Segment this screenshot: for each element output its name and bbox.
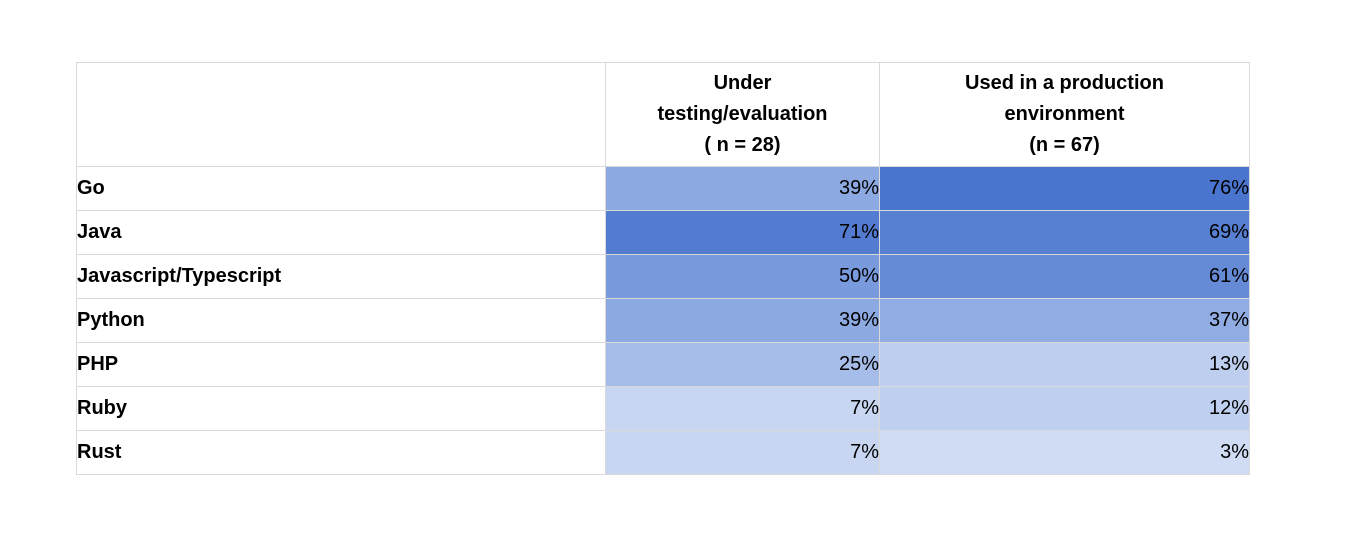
language-usage-table: Under testing/evaluation ( n = 28) Used … [76,62,1250,475]
table-row-javascript-typescript: Javascript/Typescript 50% 61% [76,254,1250,299]
row-label-php: PHP [76,342,606,387]
row-label-java: Java [76,210,606,255]
cell-go-testing: 39% [605,166,880,211]
cell-python-production: 37% [879,298,1250,343]
cell-java-testing: 71% [605,210,880,255]
cell-rust-testing: 7% [605,430,880,475]
header-row: Under testing/evaluation ( n = 28) Used … [76,62,1250,167]
column-header-production: Used in a production environment (n = 67… [879,62,1250,167]
cell-ruby-testing: 7% [605,386,880,431]
cell-javascript-typescript-production: 61% [879,254,1250,299]
row-label-go: Go [76,166,606,211]
table-row-ruby: Ruby 7% 12% [76,386,1250,431]
cell-go-production: 76% [879,166,1250,211]
row-label-ruby: Ruby [76,386,606,431]
cell-rust-production: 3% [879,430,1250,475]
cell-php-production: 13% [879,342,1250,387]
cell-python-testing: 39% [605,298,880,343]
cell-php-testing: 25% [605,342,880,387]
table-row-rust: Rust 7% 3% [76,430,1250,475]
row-label-rust: Rust [76,430,606,475]
corner-cell [76,62,606,167]
table-row-php: PHP 25% 13% [76,342,1250,387]
table-row-python: Python 39% 37% [76,298,1250,343]
row-label-javascript-typescript: Javascript/Typescript [76,254,606,299]
table-row-java: Java 71% 69% [76,210,1250,255]
row-label-python: Python [76,298,606,343]
cell-ruby-production: 12% [879,386,1250,431]
cell-javascript-typescript-testing: 50% [605,254,880,299]
table-row-go: Go 39% 76% [76,166,1250,211]
cell-java-production: 69% [879,210,1250,255]
column-header-testing: Under testing/evaluation ( n = 28) [605,62,880,167]
